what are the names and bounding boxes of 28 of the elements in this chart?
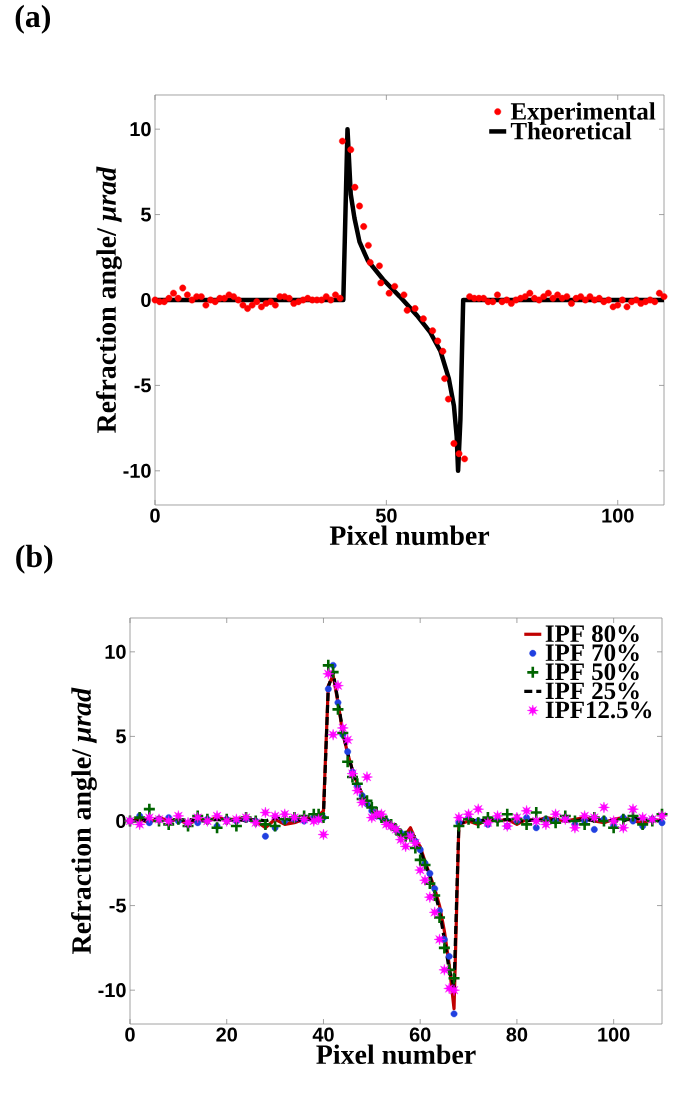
chart-title: (a) xyxy=(15,4,51,34)
legend-label: IPF12.5% xyxy=(545,701,652,719)
y-tick-label: 0 xyxy=(141,292,151,308)
y-tick-label: 10 xyxy=(105,644,126,659)
y-tick-label: -10 xyxy=(123,463,151,478)
y-axis-title: Refraction angle/ μrad xyxy=(96,166,122,433)
y-tick-label: 0 xyxy=(116,813,126,829)
y-tick-label: 10 xyxy=(130,122,151,137)
legend-label: IPF 80% xyxy=(545,625,639,643)
y-tick-label: -5 xyxy=(134,378,151,393)
x-tick-label: 100 xyxy=(598,1027,630,1042)
x-tick-label: 50 xyxy=(375,508,397,523)
y-axis-title: Refraction angle/ μrad xyxy=(71,687,97,954)
chart-title: (b) xyxy=(16,544,53,574)
x-axis-title: Pixel number xyxy=(316,1044,476,1065)
x-tick-label: 100 xyxy=(602,508,634,523)
y-tick-label: 5 xyxy=(141,207,151,222)
x-tick-label: 20 xyxy=(216,1027,237,1042)
x-tick-label: 60 xyxy=(409,1027,431,1042)
x-axis-title: Pixel number xyxy=(329,525,490,546)
legend-label: IPF 70% xyxy=(545,644,639,662)
y-tick-label: -5 xyxy=(109,898,126,913)
y-tick-label: -10 xyxy=(98,983,126,998)
y-tick-label: 5 xyxy=(116,729,126,744)
x-tick-label: 40 xyxy=(312,1027,334,1042)
legend-label: IPF 50% xyxy=(545,663,639,681)
legend-label: IPF 25% xyxy=(545,682,639,700)
x-tick-label: 80 xyxy=(506,1027,528,1042)
